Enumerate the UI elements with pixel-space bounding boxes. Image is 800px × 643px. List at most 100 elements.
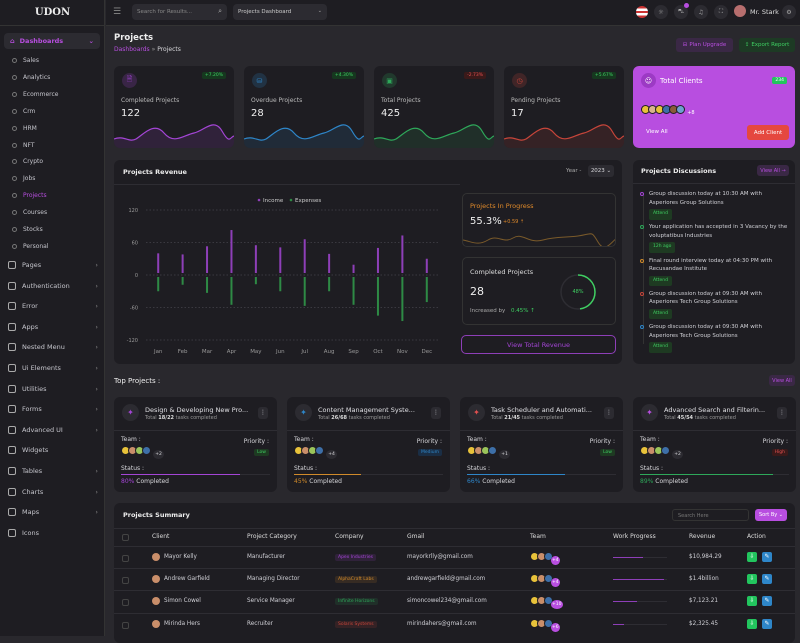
cart-icon[interactable]: ⛍ bbox=[674, 3, 689, 19]
discussion-item[interactable]: Final round interview today at 04:30 PM … bbox=[640, 257, 789, 287]
logo[interactable]: UDON bbox=[0, 0, 105, 26]
view-total-revenue-button[interactable]: View Total Revenue bbox=[461, 335, 616, 354]
sidebar-subitem[interactable]: NFT bbox=[12, 142, 35, 149]
download-button[interactable]: ⇩ bbox=[747, 552, 757, 562]
sidebar-item[interactable]: Apps › bbox=[8, 322, 98, 331]
sidebar-subitem[interactable]: Stocks bbox=[12, 226, 43, 233]
sidebar-item[interactable]: Icons bbox=[8, 528, 98, 537]
x-tick-label: Sep bbox=[348, 349, 359, 355]
sidebar-item[interactable]: Widgets bbox=[8, 446, 98, 455]
download-button[interactable]: ⇩ bbox=[747, 618, 757, 629]
sidebar-item[interactable]: Advanced UI › bbox=[8, 425, 98, 434]
sidebar-subitem[interactable]: Personal bbox=[12, 243, 49, 250]
table-row: Andrew Garfield Managing Director AlphaC… bbox=[114, 568, 795, 590]
more-options-icon[interactable]: ⋮ bbox=[258, 407, 268, 419]
x-tick-label: May bbox=[250, 349, 262, 355]
progress-bar bbox=[640, 474, 789, 475]
discussion-item[interactable]: Group discussion today at 10:30 AM with … bbox=[640, 190, 789, 220]
sidebar-subitem[interactable]: Projects bbox=[12, 192, 47, 199]
project-name[interactable]: Task Scheduler and Automati... bbox=[491, 406, 592, 414]
stat-icon: ▣ bbox=[382, 73, 397, 88]
row-checkbox[interactable] bbox=[122, 577, 129, 585]
view-all-clients-link[interactable]: View All bbox=[646, 129, 668, 135]
projects-revenue-card: Projects Revenue 120 60 0 -60 -120 Jan Feb Mar A… bbox=[114, 160, 622, 364]
x-tick-label: Aug bbox=[324, 349, 335, 355]
project-name[interactable]: Advanced Search and Filterin... bbox=[664, 406, 766, 414]
sidebar-item[interactable]: Maps › bbox=[8, 508, 98, 517]
discussion-item[interactable]: Your application has accepted in 3 Vacan… bbox=[640, 223, 789, 253]
sidebar-item[interactable]: Charts › bbox=[8, 487, 98, 496]
user-name[interactable]: Mr. Stark bbox=[750, 8, 779, 16]
stat-sparkline bbox=[114, 124, 234, 148]
breadcrumb-link[interactable]: Dashboards bbox=[114, 46, 150, 53]
progress-sparkline bbox=[463, 233, 615, 246]
company-badge: AlphaCraft Labs bbox=[335, 576, 377, 584]
column-header: Project Category bbox=[247, 533, 297, 540]
sidebar-item-dashboards[interactable]: ⌂ Dashboards ⌄ bbox=[4, 33, 100, 49]
sort-by-button[interactable]: Sort By ⌄ bbox=[755, 509, 787, 521]
sidebar-subitem[interactable]: Analytics bbox=[12, 74, 50, 81]
sidebar-item[interactable]: Error › bbox=[8, 302, 98, 311]
select-all-checkbox[interactable] bbox=[122, 534, 129, 541]
sidebar-subitem[interactable]: Ecommerce bbox=[12, 91, 58, 98]
sidebar-subitem[interactable]: Crm bbox=[12, 108, 35, 115]
more-options-icon[interactable]: ⋮ bbox=[431, 407, 441, 419]
more-options-icon[interactable]: ⋮ bbox=[604, 407, 614, 419]
discussion-item[interactable]: Group discussion today at 09:30 AM with … bbox=[640, 323, 789, 353]
plan-upgrade-button[interactable]: ⊟ Plan Upgrade bbox=[676, 38, 733, 52]
row-checkbox[interactable] bbox=[122, 621, 129, 629]
sidebar-subitem[interactable]: Crypto bbox=[12, 158, 43, 165]
settings-gear-icon[interactable]: ⚙ bbox=[782, 5, 796, 19]
timeline-dot bbox=[640, 225, 644, 230]
x-tick-label: Jan bbox=[153, 349, 163, 355]
work-progress-bar bbox=[613, 601, 667, 603]
column-header: Team bbox=[530, 533, 546, 540]
legend-marker bbox=[257, 198, 261, 202]
sidebar-subitem[interactable]: HRM bbox=[12, 125, 37, 132]
menu-icon bbox=[8, 446, 16, 455]
avatar[interactable] bbox=[734, 5, 746, 17]
legend-label: Income bbox=[263, 198, 284, 204]
sidebar-item[interactable]: Tables › bbox=[8, 467, 98, 475]
sidebar-item[interactable]: Utilities › bbox=[8, 384, 98, 393]
fullscreen-icon[interactable]: ⛶ bbox=[714, 5, 728, 19]
sidebar-item[interactable]: Ui Elements › bbox=[8, 364, 98, 372]
view-all-projects-button[interactable]: View All bbox=[769, 375, 795, 386]
theme-toggle-icon[interactable]: ☼ bbox=[654, 5, 668, 19]
download-button[interactable]: ⇩ bbox=[747, 596, 757, 607]
row-checkbox[interactable] bbox=[122, 599, 129, 607]
sidebar-item[interactable]: Authentication › bbox=[8, 281, 98, 290]
flag-us-icon[interactable] bbox=[636, 6, 648, 18]
row-checkbox[interactable] bbox=[122, 555, 129, 562]
edit-button[interactable]: ✎ bbox=[762, 596, 772, 607]
project-name[interactable]: Design & Developing New Pro... bbox=[145, 406, 249, 414]
add-client-button[interactable]: Add Client bbox=[747, 125, 789, 140]
sidebar-item[interactable]: Forms › bbox=[8, 405, 98, 414]
view-all-discussions-button[interactable]: View All → bbox=[757, 165, 789, 176]
project-name[interactable]: Content Management Syste... bbox=[318, 406, 415, 414]
sidebar-subitem[interactable]: Courses bbox=[12, 209, 47, 216]
sidebar-item[interactable]: Nested Menu › bbox=[8, 343, 98, 352]
sidebar-subitem[interactable]: Jobs bbox=[12, 175, 35, 182]
more-options-icon[interactable]: ⋮ bbox=[777, 407, 787, 419]
summary-search-input[interactable]: Search Here bbox=[672, 509, 749, 521]
edit-button[interactable]: ✎ bbox=[762, 552, 772, 562]
download-button[interactable]: ⇩ bbox=[747, 574, 757, 585]
edit-button[interactable]: ✎ bbox=[762, 574, 772, 585]
discussion-item[interactable]: Group discussion today at 09:30 AM with … bbox=[640, 290, 789, 320]
notification-icon[interactable]: ♫ bbox=[694, 5, 708, 19]
team-avatars: +2 bbox=[640, 446, 683, 459]
export-icon: ⇪ bbox=[744, 42, 750, 48]
search-input[interactable]: Search for Results... ⌕ bbox=[132, 4, 227, 20]
sidebar-subitem[interactable]: Sales bbox=[12, 57, 39, 64]
stat-card: ◷ +5.67% Pending Projects 17 bbox=[504, 66, 624, 148]
year-select[interactable]: 2023 ⌄ bbox=[588, 165, 614, 177]
home-icon: ⌂ bbox=[10, 37, 15, 45]
progress-bar bbox=[294, 474, 443, 475]
sidebar-item[interactable]: Pages › bbox=[8, 261, 98, 269]
chevron-right-icon: › bbox=[95, 302, 98, 311]
export-report-button[interactable]: ⇪ Export Report bbox=[739, 38, 795, 52]
menu-toggle-icon[interactable]: ☰ bbox=[113, 7, 122, 17]
edit-button[interactable]: ✎ bbox=[762, 618, 772, 629]
dashboard-select[interactable]: Projects Dashboard ⌄ bbox=[233, 4, 327, 20]
